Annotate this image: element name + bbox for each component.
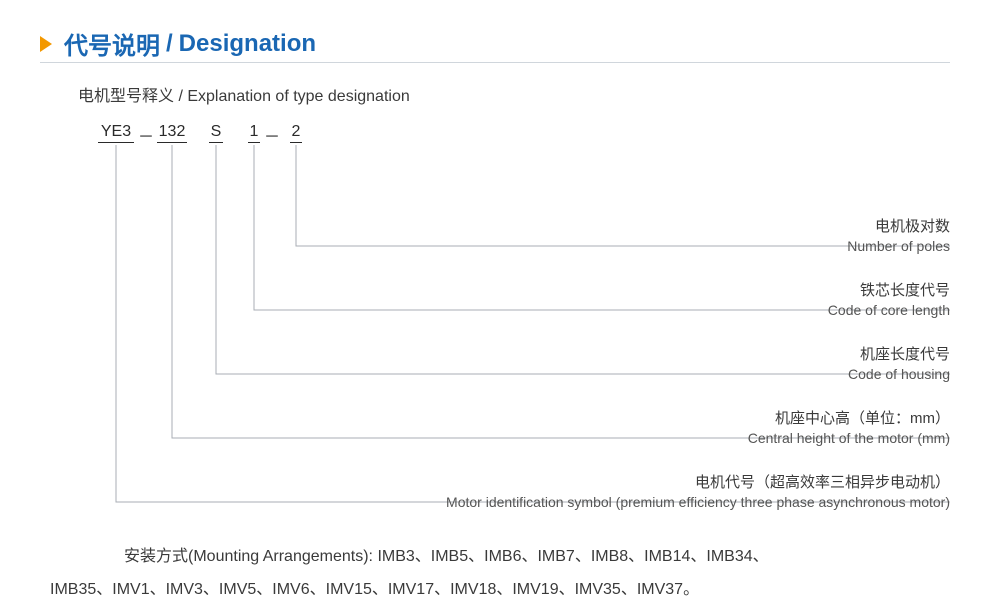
label-block-2: 机座长度代号Code of housing (848, 345, 950, 383)
mounting-items-2: IMB35、IMV1、IMV3、IMV5、IMV6、IMV15、IMV17、IM… (50, 581, 699, 598)
mounting-line2: IMB35、IMV1、IMV3、IMV5、IMV6、IMV15、IMV17、IM… (50, 575, 699, 599)
label-en-4: Motor identification symbol (premium eff… (446, 493, 950, 511)
header-en: Designation (179, 30, 316, 58)
connector-0 (116, 145, 950, 502)
code-seg-3: 1 (248, 123, 260, 143)
code-dash-1: － (264, 123, 280, 147)
label-zh-0: 电机极对数 (847, 217, 950, 237)
label-en-2: Code of housing (848, 365, 950, 383)
subtitle-sep: / (174, 88, 187, 105)
code-seg-4: 2 (290, 123, 302, 143)
label-block-3: 机座中心高（单位：mm）Central height of the motor … (748, 409, 950, 447)
mounting-label-zh: 安装方式 (124, 548, 188, 565)
label-zh-4: 电机代号（超高效率三相异步电动机） (446, 473, 950, 493)
mounting-items-1: IMB3、IMB5、IMB6、IMB7、IMB8、IMB14、IMB34、 (377, 548, 768, 565)
label-en-0: Number of poles (847, 237, 950, 255)
label-block-1: 铁芯长度代号Code of core length (828, 281, 950, 319)
label-zh-1: 铁芯长度代号 (828, 281, 950, 301)
label-zh-2: 机座长度代号 (848, 345, 950, 365)
subtitle-en: Explanation of type designation (187, 88, 409, 105)
label-zh-3: 机座中心高（单位：mm） (748, 409, 950, 429)
mounting-line1: 安装方式(Mounting Arrangements): IMB3、IMB5、I… (124, 541, 954, 573)
triangle-icon (40, 36, 52, 52)
code-seg-0: YE3 (98, 123, 134, 143)
section-header: 代号说明 / Designation (40, 26, 316, 61)
mounting-label-en: (Mounting Arrangements) (188, 548, 369, 565)
header-divider (40, 62, 950, 63)
label-en-1: Code of core length (828, 301, 950, 319)
header-zh: 代号说明 (64, 26, 160, 61)
subtitle: 电机型号释义 / Explanation of type designation (78, 82, 410, 106)
header-slash: / (166, 30, 173, 58)
label-block-4: 电机代号（超高效率三相异步电动机）Motor identification sy… (446, 473, 950, 511)
code-seg-1: 132 (157, 123, 187, 143)
label-block-0: 电机极对数Number of poles (847, 217, 950, 255)
label-en-3: Central height of the motor (mm) (748, 429, 950, 447)
subtitle-zh: 电机型号释义 (78, 88, 174, 105)
code-dash-0: － (138, 123, 154, 147)
connector-2 (216, 145, 950, 374)
code-seg-2: S (209, 123, 223, 143)
